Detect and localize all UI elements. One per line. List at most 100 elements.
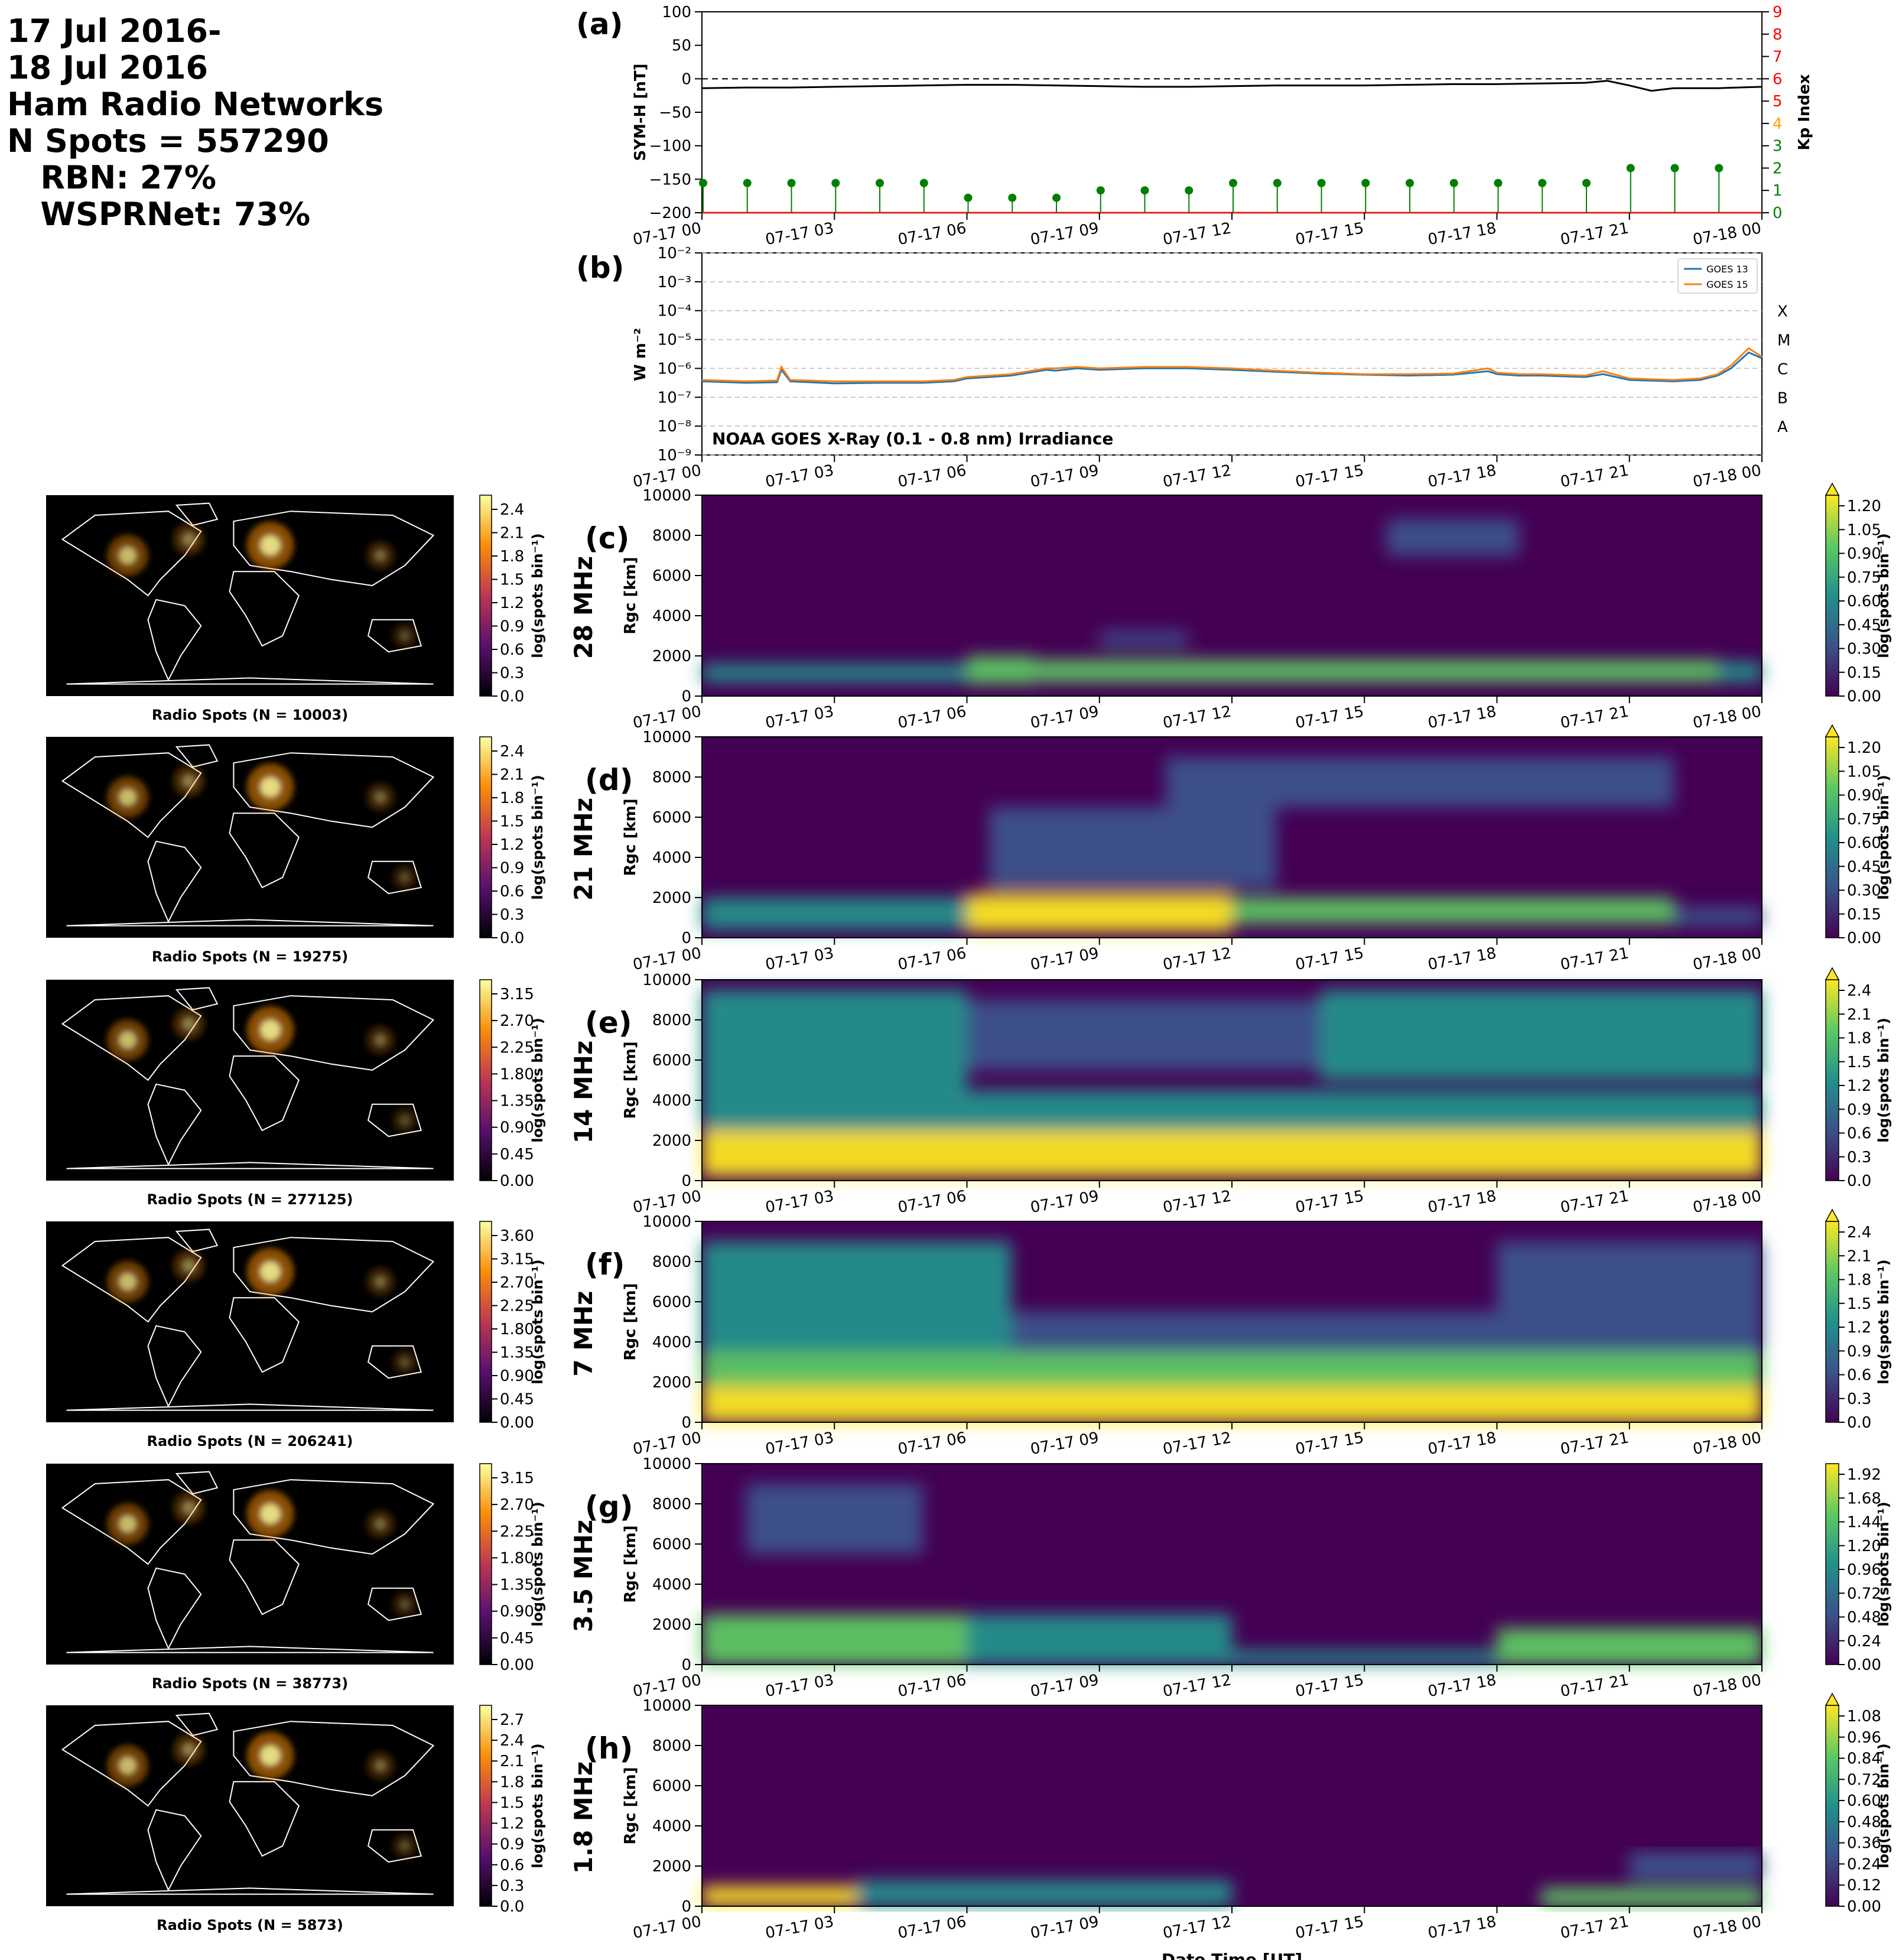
spot-core (259, 1261, 281, 1282)
coastline (229, 1539, 300, 1616)
kp-marker (1361, 178, 1370, 187)
coastline (367, 1103, 422, 1137)
coastline (229, 1297, 300, 1373)
spot-core (181, 1016, 196, 1031)
map-colorbar (479, 736, 492, 938)
y-tick-label: 10000 (642, 1213, 691, 1231)
heatmap-cells (702, 1852, 1762, 1906)
coastline (147, 1809, 202, 1892)
kp-marker (787, 178, 796, 187)
kp-marker (1052, 193, 1061, 202)
y-tick-label: −200 (649, 204, 691, 222)
heatmap-cell (702, 1886, 857, 1906)
coastline (66, 1887, 434, 1895)
heatmap-cell (702, 1090, 1762, 1130)
map-colorbar-label: log(spots bin⁻¹) (529, 775, 546, 900)
x-tick-label: 07-18 00 (1692, 219, 1763, 249)
spot-core (181, 1258, 196, 1273)
map-colorbar-tick-label: 0.9 (500, 618, 524, 636)
heatmap-cell (702, 990, 967, 1090)
heatmap-cell (702, 898, 967, 930)
y-tick-label: 10000 (642, 1455, 691, 1473)
colorbar-tick-label: 0.24 (1847, 1855, 1881, 1873)
colorbar (1825, 979, 1839, 1181)
heatmap-cell (1033, 659, 1718, 682)
map-colorbar-tick-label: 1.2 (500, 836, 524, 854)
map-colorbar-tick-label: 0.0 (500, 688, 524, 706)
map-colorbar-tick-label: 0.3 (500, 1877, 524, 1895)
kp-marker (743, 178, 752, 187)
coastline (175, 1712, 219, 1737)
x-tick-label: 07-17 06 (896, 1913, 967, 1942)
spot-core (374, 1275, 387, 1288)
map-colorbar-tick-label: 2.1 (500, 766, 524, 784)
colorbar-tick-label: 1.8 (1847, 1272, 1871, 1289)
legend-label: GOES 15 (1706, 279, 1748, 290)
y-tick-label: −150 (649, 171, 691, 188)
colorbar-tick-label: 1.2 (1847, 1077, 1871, 1095)
x-tick-label: 07-17 00 (632, 1429, 703, 1458)
y-tick-label: 2000 (652, 1132, 691, 1150)
panel-label-3: (f) (585, 1247, 625, 1282)
map-colorbar-tick-label: 1.80 (500, 1065, 534, 1083)
x-tick-label: 07-17 21 (1559, 461, 1630, 491)
map-colorbar-tick-label: 1.35 (500, 1577, 534, 1594)
coastline (229, 812, 300, 889)
y-tick-label: 10000 (642, 729, 691, 746)
spot-density (107, 1006, 418, 1133)
coastline (233, 1237, 435, 1313)
colorbar-tick-label: 0.3 (1847, 1390, 1871, 1408)
coastline (147, 1083, 202, 1166)
y-tick-label: 10000 (642, 1697, 691, 1715)
colorbar-tick-label: 2.4 (1847, 982, 1871, 1000)
colorbar (1825, 736, 1839, 938)
x-tick-label: 07-18 00 (1692, 944, 1763, 974)
map-colorbar-tick-label: 1.2 (500, 1815, 524, 1833)
x-tick-label: 07-17 21 (1559, 1671, 1630, 1701)
band-label: 28 MHz (569, 556, 598, 659)
heatmap-cell (702, 1386, 1762, 1422)
kp-tick-label: 6 (1773, 70, 1783, 88)
y-tick-label: 4000 (652, 1576, 691, 1594)
kp-marker (1273, 178, 1282, 187)
coastline (66, 919, 434, 927)
kp-tick-label: 5 (1773, 93, 1783, 110)
colorbar (1825, 1705, 1839, 1907)
map-colorbar-tick-label: 0.00 (500, 1414, 534, 1432)
x-tick-label: 07-17 00 (632, 1913, 703, 1942)
colorbar-tick-label: 2.4 (1847, 1224, 1871, 1241)
map-colorbar-tick-label: 1.5 (500, 571, 524, 589)
x-tick-label: 07-17 12 (1162, 1429, 1233, 1458)
y-tick-label: 0 (681, 688, 691, 706)
coastline (367, 1829, 422, 1863)
kp-marker (1670, 164, 1679, 173)
heatmap-cells (702, 757, 1762, 932)
x-tick-label: 07-17 15 (1294, 944, 1365, 974)
coastline (229, 1781, 300, 1857)
colorbar-tick-label: 0.48 (1847, 1609, 1881, 1627)
kp-marker (831, 178, 840, 187)
kp-marker (1626, 164, 1635, 173)
colorbar (1825, 1221, 1839, 1423)
kp-marker (1096, 186, 1105, 195)
colorbar-tick-label: 1.05 (1847, 763, 1881, 781)
kp-tick-label: 7 (1773, 48, 1783, 66)
x-tick-label: 07-17 03 (764, 944, 835, 974)
spot-density (107, 1732, 418, 1859)
map-caption: Radio Spots (N = 277125) (147, 1191, 353, 1208)
map-caption: Radio Spots (N = 19275) (152, 948, 348, 965)
y-tick-label: 6000 (652, 1777, 691, 1795)
x-tick-label: 07-17 03 (764, 703, 835, 732)
coastline (147, 1325, 202, 1408)
map-caption: Radio Spots (N = 38773) (152, 1675, 348, 1692)
heatmap-cell (702, 1241, 1012, 1352)
x-tick-label: 07-17 12 (1162, 944, 1233, 974)
map-colorbar-tick-label: 0.45 (500, 1630, 534, 1647)
kp-tick-label: 4 (1773, 115, 1783, 133)
heatmap-cells (702, 990, 1762, 1177)
y-tick-label: 10000 (642, 971, 691, 989)
x-tick-label: 07-17 21 (1559, 1429, 1630, 1458)
colorbar-tick-label: 0.72 (1847, 1771, 1881, 1789)
map-colorbar-tick-label: 2.70 (500, 1012, 534, 1030)
